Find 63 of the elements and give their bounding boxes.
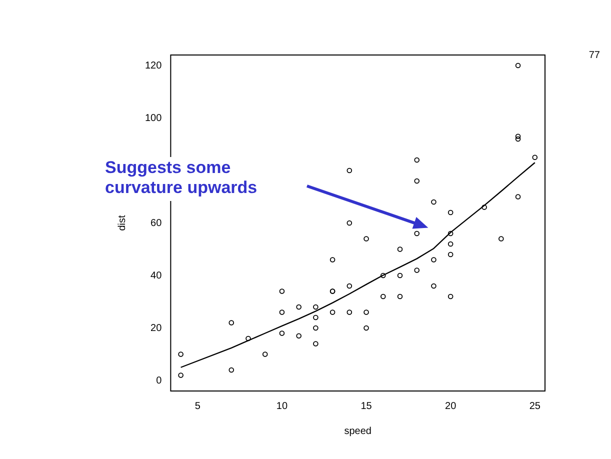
point (515, 134, 521, 140)
point (397, 246, 403, 252)
point (296, 333, 302, 339)
point (346, 220, 352, 226)
point (532, 154, 538, 160)
point (448, 252, 454, 258)
point (414, 178, 420, 184)
point (414, 157, 420, 163)
point (313, 314, 318, 320)
y-tick-label: 100 (144, 112, 162, 124)
point (279, 288, 285, 294)
point (364, 236, 369, 242)
point (178, 352, 184, 357)
point (380, 294, 386, 300)
x-tick-label: 20 (445, 400, 457, 412)
point (330, 310, 336, 315)
point (515, 136, 521, 142)
text: 77 (588, 50, 600, 61)
point (228, 320, 234, 326)
point (262, 352, 268, 357)
y-tick-label: 20 (150, 322, 162, 334)
y-axis-title: dist (116, 215, 128, 231)
point (330, 257, 336, 262)
point (346, 310, 352, 315)
point (296, 304, 302, 310)
point (364, 325, 369, 331)
y-tick-label: 0 (156, 375, 162, 386)
x-tick-label: 25 (529, 400, 541, 412)
point (178, 372, 184, 378)
y-tick-label: 120 (144, 60, 162, 72)
y-tick-label: 40 (150, 270, 162, 282)
y-tick-label: 60 (150, 218, 162, 229)
point (313, 341, 318, 346)
point (515, 62, 521, 68)
point (448, 210, 454, 216)
point (515, 194, 521, 200)
point (498, 236, 504, 242)
point (279, 310, 285, 315)
point (346, 283, 352, 289)
point (397, 294, 403, 300)
point (228, 367, 234, 373)
point (431, 257, 436, 262)
point (313, 325, 318, 331)
point (448, 241, 454, 247)
x-tick-label: 5 (194, 400, 201, 412)
x-tick-label: 15 (360, 400, 372, 412)
point (414, 268, 420, 273)
x-axis-title: speed (344, 426, 372, 437)
point (380, 272, 386, 278)
point (346, 168, 352, 174)
point (397, 272, 403, 278)
annotation: Suggests some curvature upwards (105, 158, 258, 198)
point (482, 204, 487, 210)
point (364, 310, 369, 315)
point (431, 283, 436, 289)
point (448, 230, 454, 236)
point (448, 294, 454, 300)
point (313, 304, 318, 310)
x-tick-label: 10 (276, 400, 288, 412)
point (431, 199, 436, 205)
point (246, 336, 251, 342)
point (279, 330, 285, 336)
point (414, 230, 420, 236)
